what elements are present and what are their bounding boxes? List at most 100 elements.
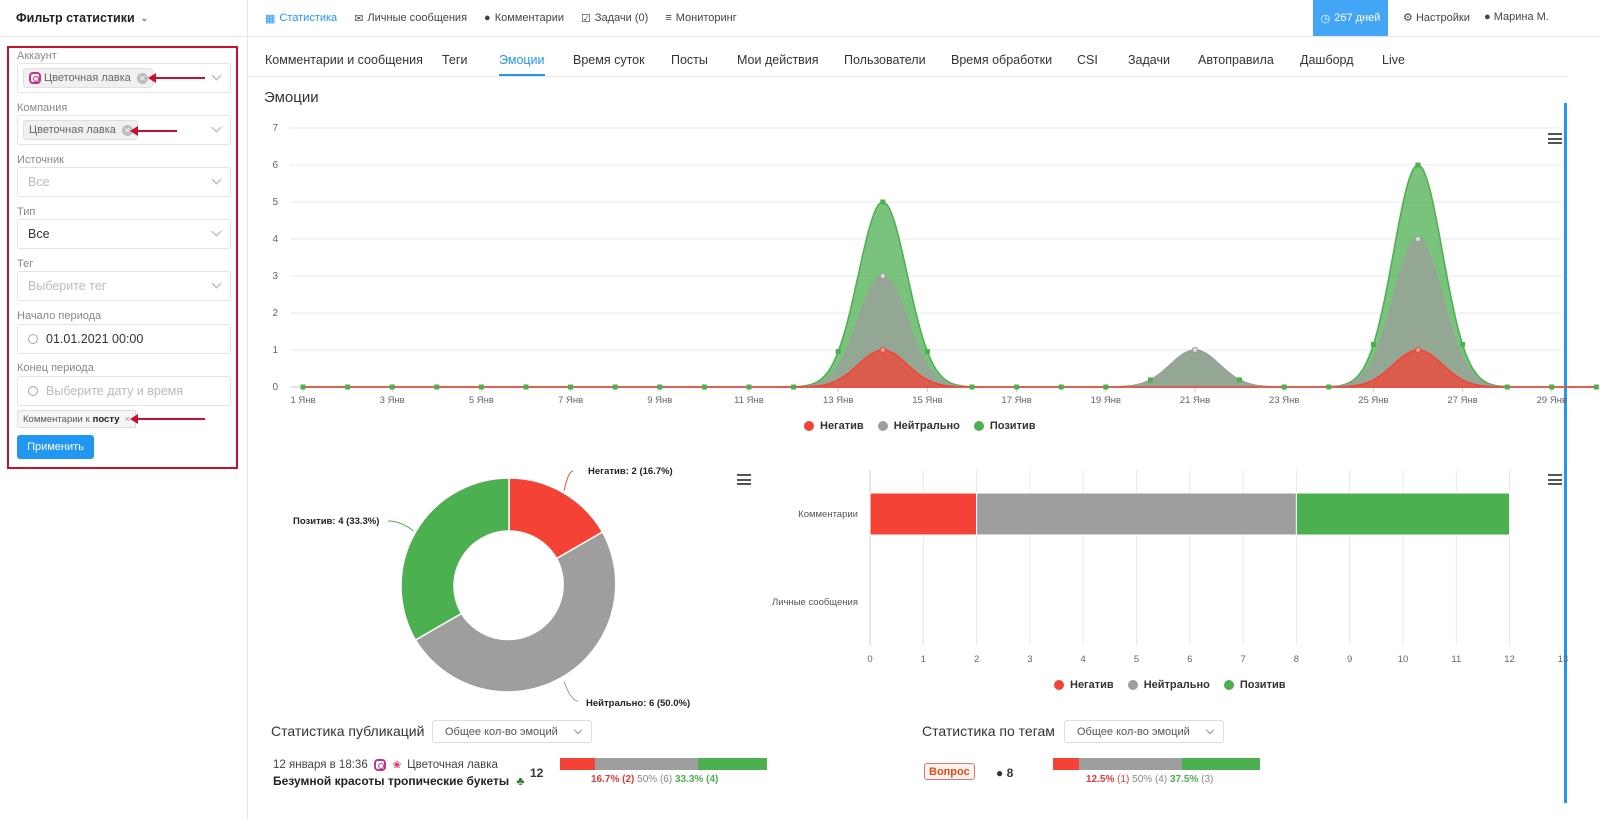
x-tick-label: 11 (1451, 654, 1461, 665)
tag-stats-select[interactable]: Общее кол-во эмоций (1064, 720, 1224, 743)
pub-stats-select[interactable]: Общее кол-во эмоций (432, 720, 592, 743)
chart-menu-icon[interactable] (737, 474, 751, 485)
type-value: Все (28, 227, 50, 241)
data-point-positive (1549, 384, 1555, 390)
legend-positive[interactable]: Позитив (989, 420, 1036, 432)
legend-negative[interactable]: Негатив (1070, 679, 1114, 691)
tab-tasks[interactable]: Задачи (1128, 53, 1170, 67)
data-point-positive (1326, 384, 1332, 390)
tab-comments-messages[interactable]: Комментарии и сообщения (265, 53, 423, 67)
legend-neutral[interactable]: Нейтрально (893, 420, 960, 432)
account-chip: Цветочная лавка ✕ (23, 68, 153, 88)
x-tick-label: 1 Янв (290, 395, 315, 406)
tab-processing-time[interactable]: Время обработки (951, 53, 1053, 67)
tab-posts[interactable]: Посты (671, 53, 708, 67)
legend-positive[interactable]: Позитив (1239, 679, 1286, 691)
sidebar-header[interactable]: Фильтр статистики ⌄ (0, 0, 247, 37)
area-negative (303, 349, 1597, 388)
nav-label: Мониторинг (675, 12, 737, 24)
area-legend: Негатив Нейтрально Позитив (790, 420, 1035, 432)
legend-neutral[interactable]: Нейтрально (1143, 679, 1210, 691)
x-tick-label: 12 (1504, 654, 1515, 665)
x-tick-label: 3 Янв (380, 395, 405, 406)
nav-statistics[interactable]: ▦ Статистика (265, 12, 337, 25)
slice-connector (563, 470, 574, 491)
company-label: Компания (17, 102, 68, 114)
start-datetime-input[interactable]: 01.01.2021 00:00 (17, 324, 231, 354)
slice-neutral (414, 530, 617, 693)
tab-live[interactable]: Live (1382, 53, 1405, 67)
post-emotion-percent: 16.7% (2) 50% (6) 33.3% (4) (591, 774, 718, 785)
source-select[interactable]: Все (17, 167, 231, 197)
user-menu[interactable]: ● Марина М. (1484, 11, 1549, 23)
days-badge[interactable]: ◷ 267 дней (1313, 0, 1388, 36)
type-label: Тип (17, 206, 36, 218)
nav-monitoring[interactable]: ≡ Мониторинг (665, 12, 736, 24)
legend-positive-dot (1223, 680, 1234, 690)
x-tick-label: 21 Янв (1180, 395, 1210, 406)
end-datetime-input[interactable]: Выберите дату и время (17, 376, 231, 406)
x-tick-label: 13 Янв (823, 395, 853, 406)
y-tick-label: 5 (272, 197, 278, 208)
nav-tasks[interactable]: ☑ Задачи (0) (581, 12, 648, 25)
nav-messages[interactable]: ✉ Личные сообщения (354, 12, 467, 25)
data-point-positive (835, 349, 841, 355)
data-point-positive (300, 384, 306, 390)
tag-badge[interactable]: Вопрос (924, 763, 975, 780)
tab-emotions[interactable]: Эмоции (499, 53, 545, 76)
legend-negative-dot (804, 421, 814, 431)
type-select[interactable]: Все (17, 219, 231, 249)
scrollbar[interactable] (1564, 103, 1567, 803)
tab-time-of-day[interactable]: Время суток (573, 53, 645, 67)
x-tick-label: 4 (1081, 654, 1086, 665)
tab-autorules[interactable]: Автоправила (1198, 53, 1274, 67)
company-chip: Цветочная лавка ✕ (23, 120, 138, 140)
close-icon[interactable]: × (124, 413, 131, 425)
data-point-positive (969, 384, 975, 390)
clear-icon[interactable]: ✕ (136, 72, 148, 84)
tab-dashboard[interactable]: Дашборд (1300, 53, 1354, 67)
x-tick-label: 11 Янв (734, 395, 764, 406)
clear-icon[interactable]: ✕ (121, 124, 133, 136)
slice-connector (563, 681, 579, 702)
y-tick-label: 0 (272, 382, 278, 393)
bar-neutral (976, 492, 1297, 536)
tab-tags[interactable]: Теги (442, 53, 468, 67)
data-point-positive (1237, 377, 1243, 383)
post-title-row[interactable]: Безумной красоты тропические букеты ♣ (273, 774, 524, 788)
apply-button[interactable]: Применить (17, 435, 94, 459)
data-point-positive (1058, 384, 1064, 390)
data-point-negative (1415, 347, 1421, 353)
legend-negative[interactable]: Негатив (820, 420, 864, 432)
bar-positive-segment (1182, 758, 1260, 770)
pos-cnt: (4) (706, 774, 719, 785)
tag-select[interactable]: Выберите тег (17, 271, 231, 301)
bar-negative (869, 492, 978, 536)
bar-neutral-segment (1078, 758, 1183, 770)
nav-comments[interactable]: ● Комментарии (484, 12, 564, 24)
red-arrow-icon (130, 126, 177, 136)
data-point-positive (568, 384, 574, 390)
data-point-positive (612, 384, 618, 390)
data-point-positive (345, 384, 351, 390)
settings-link[interactable]: ⚙ Настройки (1403, 11, 1470, 24)
x-tick-label: 0 (867, 654, 872, 665)
tab-users[interactable]: Пользователи (844, 53, 926, 67)
y-tick-label: 3 (272, 271, 278, 282)
clock-icon (28, 334, 38, 344)
x-tick-label: 9 Янв (647, 395, 672, 406)
days-label: 267 дней (1334, 12, 1381, 24)
chart-menu-icon[interactable] (1548, 133, 1562, 144)
slice-data-label: Позитив: 4 (33.3%) (293, 516, 379, 527)
tab-csi[interactable]: CSI (1077, 53, 1098, 67)
pub-stats-title: Статистика публикаций (271, 723, 425, 739)
chevron-down-icon (1205, 725, 1215, 735)
user-icon: ● (1484, 11, 1491, 23)
x-tick-label: 19 Янв (1091, 395, 1121, 406)
clock-icon (28, 386, 38, 396)
tab-my-actions[interactable]: Мои действия (737, 53, 819, 67)
company-select[interactable]: Цветочная лавка ✕ (17, 115, 231, 145)
x-tick-label: 5 Янв (469, 395, 494, 406)
chart-menu-icon[interactable] (1548, 474, 1562, 485)
legend-neutral-dot (1127, 680, 1138, 690)
